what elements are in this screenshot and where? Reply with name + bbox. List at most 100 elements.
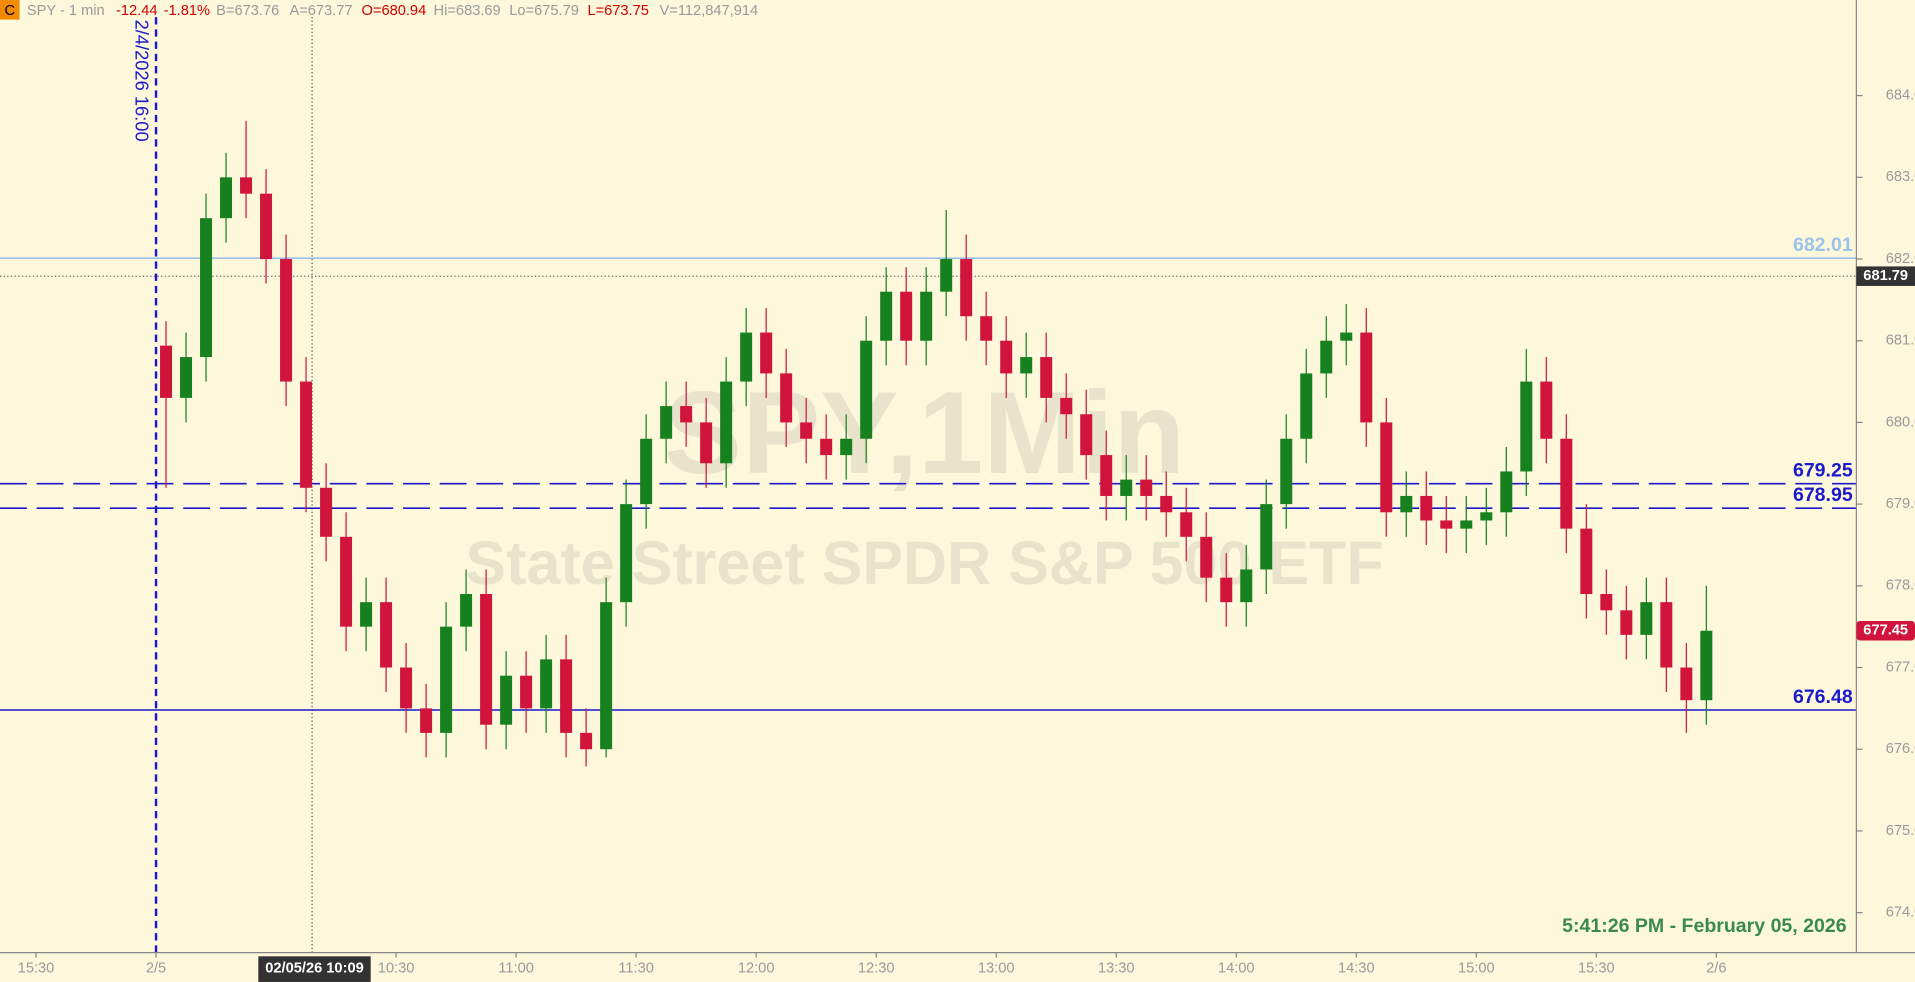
candle-body [1380,422,1393,513]
candle-body [660,406,673,439]
candle-body [580,732,593,750]
candle-body [1340,332,1353,341]
y-tick-label: 675.00 [1886,823,1915,839]
change: -12.44 [116,3,158,19]
candle-body [980,316,993,341]
candle-body [1480,512,1493,521]
level-label: 678.95 [1793,484,1853,506]
candle-body [240,177,253,194]
candle-body [1640,602,1653,635]
badge-text: C [4,3,15,19]
watermark-title: SPY,1Min [664,367,1185,498]
candle-body [280,259,293,382]
candle-body [400,667,413,709]
candle-body [1300,373,1313,439]
x-tick-label: 2/6 [1706,960,1726,976]
x-tick-label: 12:30 [858,960,895,976]
candle-body [540,659,553,709]
candle-body [380,602,393,668]
candle-body [960,259,973,317]
crosshair-y-label: 681.79 [1863,268,1908,284]
candle-body [180,357,193,398]
candle-body [800,422,813,439]
x-tick-label: 2/5 [146,960,166,976]
x-tick-label: 15:00 [1458,960,1495,976]
x-tick-label: 13:00 [978,960,1015,976]
candle-body [860,340,873,439]
bid: B=673.76 [216,3,279,19]
candle-body [1080,414,1093,456]
badge [0,0,20,20]
candle-body [1660,602,1673,668]
candle-body [300,381,313,488]
candle-body [460,593,473,627]
candle-body [740,332,753,382]
change-pct: -1.81% [164,3,210,19]
candle-body [640,438,653,505]
plot-area [0,17,1857,953]
candle-body [420,708,433,733]
candle-body [1460,520,1473,529]
candle-body [680,406,693,423]
candle-body [1120,479,1133,496]
candle-body [1320,340,1333,374]
crosshair-y-box [1856,266,1915,286]
x-tick-label: 11:00 [498,960,534,976]
open: O=680.94 [362,3,427,19]
candle-body [440,626,453,733]
crosshair-x-label: 02/05/26 10:09 [265,960,364,976]
candle-body [160,345,173,398]
candle-body [940,259,953,292]
y-tick-label: 681.00 [1886,333,1915,349]
candle-body [500,675,513,725]
candle-body [1260,504,1273,570]
x-tick-label: 12:00 [738,960,775,976]
x-tick-label: 15:30 [1578,960,1615,976]
symbol: SPY - 1 min [27,3,105,19]
level-label: 679.25 [1793,460,1853,482]
candle-body [320,487,333,537]
candle-body [1520,381,1533,472]
candle-body [260,193,273,260]
candle-body [900,291,913,341]
y-tick-label: 674.00 [1886,904,1915,920]
candle-body [340,536,353,627]
low: Lo=675.79 [509,3,579,19]
candle-body [920,291,933,341]
candle-body [1680,667,1693,701]
candle-body [1160,495,1173,513]
x-tick-label: 14:30 [1338,960,1375,976]
candle-body [560,659,573,733]
candle-body [620,504,633,603]
candle-body [1200,536,1213,578]
candle-body [1540,381,1553,439]
y-tick-label: 678.00 [1886,578,1915,594]
candle-body [820,438,833,456]
x-tick-label: 13:30 [1098,960,1135,976]
last: L=673.75 [587,3,648,19]
high: Hi=683.69 [434,3,501,19]
candle-body [1360,332,1373,423]
y-tick-label: 677.00 [1886,659,1915,675]
candle-body [200,218,213,358]
candle-body [1220,577,1233,603]
candle-body [1420,495,1433,521]
candle-body [700,422,713,464]
candle-body [1240,569,1253,603]
x-tick-label: 10:30 [378,960,415,976]
candle-body [1020,357,1033,374]
candle-body [760,332,773,374]
candle-body [1400,495,1413,513]
y-tick-label: 684.00 [1886,88,1915,104]
candle-body [1600,593,1613,611]
candle-body [1180,512,1193,537]
candle-body [220,177,233,219]
candle-body [1440,520,1453,529]
candle-body [1000,340,1013,374]
candle-body [1280,438,1293,505]
candle-body [1060,397,1073,415]
volume: V=112,847,914 [660,3,759,19]
level-label: 676.48 [1793,686,1853,708]
